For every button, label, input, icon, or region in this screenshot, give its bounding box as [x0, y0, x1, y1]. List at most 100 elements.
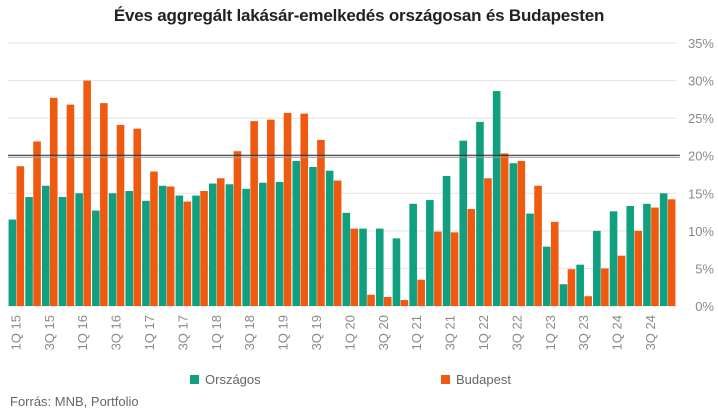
- legend-swatch-budapest: [441, 375, 450, 384]
- bar-budapest: [550, 221, 559, 306]
- y-tick-label: 35%: [688, 36, 714, 51]
- bar-budapest: [66, 104, 75, 306]
- bar-orszagos: [426, 200, 434, 306]
- bar-budapest: [283, 112, 292, 306]
- bar-orszagos: [75, 193, 83, 306]
- x-tick-label: 3Q 18: [242, 315, 257, 350]
- gridlines: [8, 42, 676, 307]
- bar-orszagos: [609, 211, 618, 306]
- x-axis-ticks: 1Q 15 3Q 15 1Q 16 3Q 16 1Q 17 3Q 17 1Q 18 3Q 18…: [8, 315, 658, 350]
- bar-orszagos: [593, 230, 601, 306]
- bar-budapest: [267, 119, 275, 306]
- y-tick-label: 5%: [695, 261, 714, 276]
- bar-orszagos: [292, 160, 301, 306]
- bar-orszagos: [25, 197, 33, 306]
- bar-budapest: [200, 191, 208, 306]
- bar-budapest: [484, 178, 492, 306]
- bar-orszagos: [108, 193, 117, 306]
- bar-budapest: [33, 141, 41, 306]
- bar-budapest: [250, 121, 258, 306]
- y-tick-label: 10%: [688, 224, 714, 239]
- chart-title: Éves aggregált lakásár-emelkedés országo…: [113, 6, 605, 25]
- bar-orszagos: [125, 191, 134, 306]
- bar-orszagos: [375, 228, 384, 306]
- bar-budapest: [601, 268, 609, 306]
- bar-budapest: [16, 166, 25, 306]
- bar-orszagos: [158, 185, 167, 306]
- bar-budapest: [183, 201, 192, 306]
- x-tick-label: 3Q 24: [643, 315, 658, 350]
- bar-orszagos: [58, 197, 67, 306]
- bar-budapest: [534, 185, 542, 306]
- bar-budapest: [500, 153, 509, 306]
- y-tick-label: 15%: [688, 186, 714, 201]
- bar-budapest: [617, 255, 626, 306]
- bar-orszagos: [542, 246, 551, 306]
- bar-orszagos: [41, 185, 50, 306]
- bar-budapest: [233, 151, 242, 306]
- bar-orszagos: [259, 182, 267, 306]
- bar-orszagos: [509, 163, 518, 306]
- x-tick-label: 3Q 20: [376, 315, 391, 350]
- y-tick-label: 30%: [688, 74, 714, 89]
- bars: [8, 80, 676, 307]
- bar-budapest: [317, 139, 325, 306]
- bar-orszagos: [192, 195, 200, 306]
- bar-budapest: [667, 199, 676, 306]
- bar-orszagos: [142, 200, 150, 306]
- x-tick-label: 3Q 22: [509, 315, 524, 350]
- legend-item-orszagos: Országos: [190, 372, 261, 387]
- bar-orszagos: [359, 228, 367, 306]
- bar-orszagos: [476, 121, 484, 307]
- bar-budapest: [100, 103, 108, 306]
- x-tick-label: 3Q 21: [443, 315, 458, 350]
- bar-budapest: [367, 294, 375, 306]
- bar-budapest: [417, 279, 425, 306]
- bar-budapest: [467, 209, 476, 306]
- x-tick-label: 1Q 20: [342, 315, 357, 350]
- y-tick-label: 20%: [688, 149, 714, 164]
- x-tick-label: 1Q 19: [276, 315, 291, 350]
- bar-budapest: [383, 296, 392, 306]
- legend-label-budapest: Budapest: [456, 372, 511, 387]
- bar-budapest: [434, 231, 442, 306]
- bar-budapest: [400, 299, 409, 306]
- bar-orszagos: [92, 210, 100, 306]
- bar-orszagos: [626, 206, 635, 306]
- bar-orszagos: [8, 219, 17, 306]
- bar-budapest: [584, 296, 592, 306]
- bar-orszagos: [175, 195, 184, 306]
- x-tick-label: 3Q 15: [42, 315, 57, 350]
- bar-orszagos: [409, 203, 417, 306]
- bar-orszagos: [526, 213, 534, 306]
- bar-orszagos: [242, 188, 250, 306]
- bar-orszagos: [309, 166, 317, 306]
- bar-budapest: [166, 186, 175, 306]
- x-tick-label: 1Q 16: [75, 315, 90, 350]
- x-tick-label: 3Q 17: [175, 315, 190, 350]
- bar-budapest: [49, 97, 58, 307]
- y-tick-label: 0%: [695, 299, 714, 314]
- bar-orszagos: [559, 284, 568, 306]
- x-tick-label: 1Q 21: [409, 315, 424, 350]
- bar-orszagos: [459, 140, 468, 306]
- x-tick-label: 3Q 23: [576, 315, 591, 350]
- x-tick-label: 3Q 16: [109, 315, 124, 350]
- legend-label-orszagos: Országos: [205, 372, 261, 387]
- bar-orszagos: [392, 238, 401, 306]
- bar-budapest: [116, 124, 125, 306]
- bar-orszagos: [643, 203, 651, 306]
- x-tick-label: 1Q 17: [142, 315, 157, 350]
- bar-budapest: [517, 160, 526, 306]
- bar-orszagos: [492, 91, 501, 306]
- x-tick-label: 1Q 18: [209, 315, 224, 350]
- bar-budapest: [83, 80, 91, 306]
- bar-budapest: [651, 207, 659, 306]
- bar-orszagos: [275, 182, 284, 306]
- bar-budapest: [567, 269, 576, 306]
- x-tick-label: 1Q 22: [476, 315, 491, 350]
- bar-budapest: [150, 171, 158, 306]
- bar-orszagos: [342, 212, 351, 306]
- source-note: Forrás: MNB, Portfolio: [10, 394, 139, 409]
